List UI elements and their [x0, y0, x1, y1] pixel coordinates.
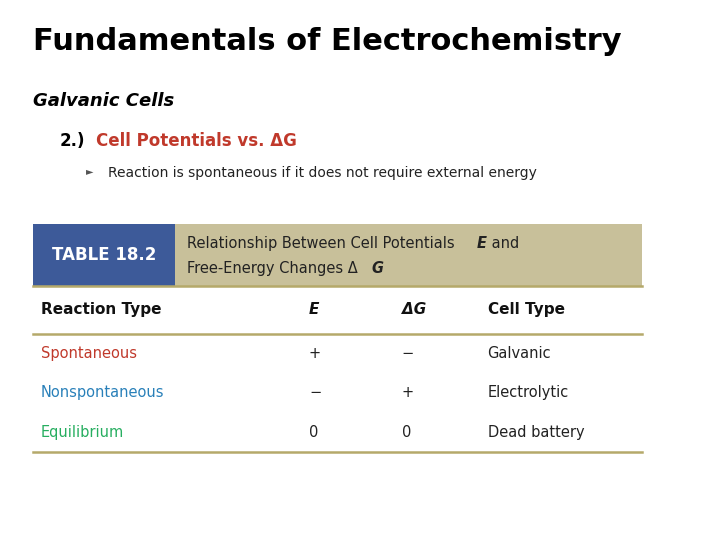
Text: Relationship Between Cell Potentials: Relationship Between Cell Potentials	[187, 237, 459, 252]
Text: −: −	[309, 386, 321, 400]
Text: ►: ►	[86, 166, 94, 177]
FancyBboxPatch shape	[33, 286, 642, 334]
Text: Cell Type: Cell Type	[487, 302, 564, 318]
FancyBboxPatch shape	[33, 373, 642, 413]
FancyBboxPatch shape	[33, 334, 642, 373]
Text: Electrolytic: Electrolytic	[487, 386, 569, 400]
Text: Nonspontaneous: Nonspontaneous	[41, 386, 164, 400]
Text: Galvanic Cells: Galvanic Cells	[33, 92, 174, 110]
Text: 0: 0	[309, 425, 318, 440]
Text: E: E	[477, 237, 487, 252]
Text: +: +	[309, 346, 321, 361]
Text: Reaction is spontaneous if it does not require external energy: Reaction is spontaneous if it does not r…	[108, 166, 536, 180]
Text: Equilibrium: Equilibrium	[41, 425, 125, 440]
Text: Fundamentals of Electrochemistry: Fundamentals of Electrochemistry	[33, 27, 621, 56]
Text: and: and	[487, 237, 519, 252]
Text: G: G	[371, 261, 383, 276]
FancyBboxPatch shape	[33, 224, 175, 286]
Text: Free-Energy Changes Δ: Free-Energy Changes Δ	[187, 261, 358, 276]
Text: Reaction Type: Reaction Type	[41, 302, 161, 318]
Text: Dead battery: Dead battery	[487, 425, 584, 440]
Text: 0: 0	[402, 425, 411, 440]
Text: −: −	[402, 346, 414, 361]
Text: E: E	[309, 302, 319, 318]
Text: Cell Potentials vs. ΔG: Cell Potentials vs. ΔG	[96, 132, 297, 150]
Text: +: +	[402, 386, 414, 400]
Text: Galvanic: Galvanic	[487, 346, 551, 361]
FancyBboxPatch shape	[33, 413, 642, 452]
Text: 2.): 2.)	[60, 132, 85, 150]
Text: TABLE 18.2: TABLE 18.2	[52, 246, 156, 264]
Text: ΔG: ΔG	[402, 302, 426, 318]
Text: Spontaneous: Spontaneous	[41, 346, 137, 361]
FancyBboxPatch shape	[175, 224, 642, 286]
